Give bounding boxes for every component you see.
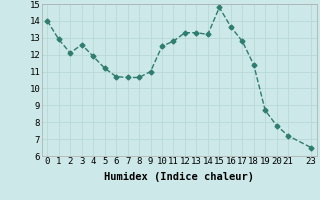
X-axis label: Humidex (Indice chaleur): Humidex (Indice chaleur)	[104, 172, 254, 182]
